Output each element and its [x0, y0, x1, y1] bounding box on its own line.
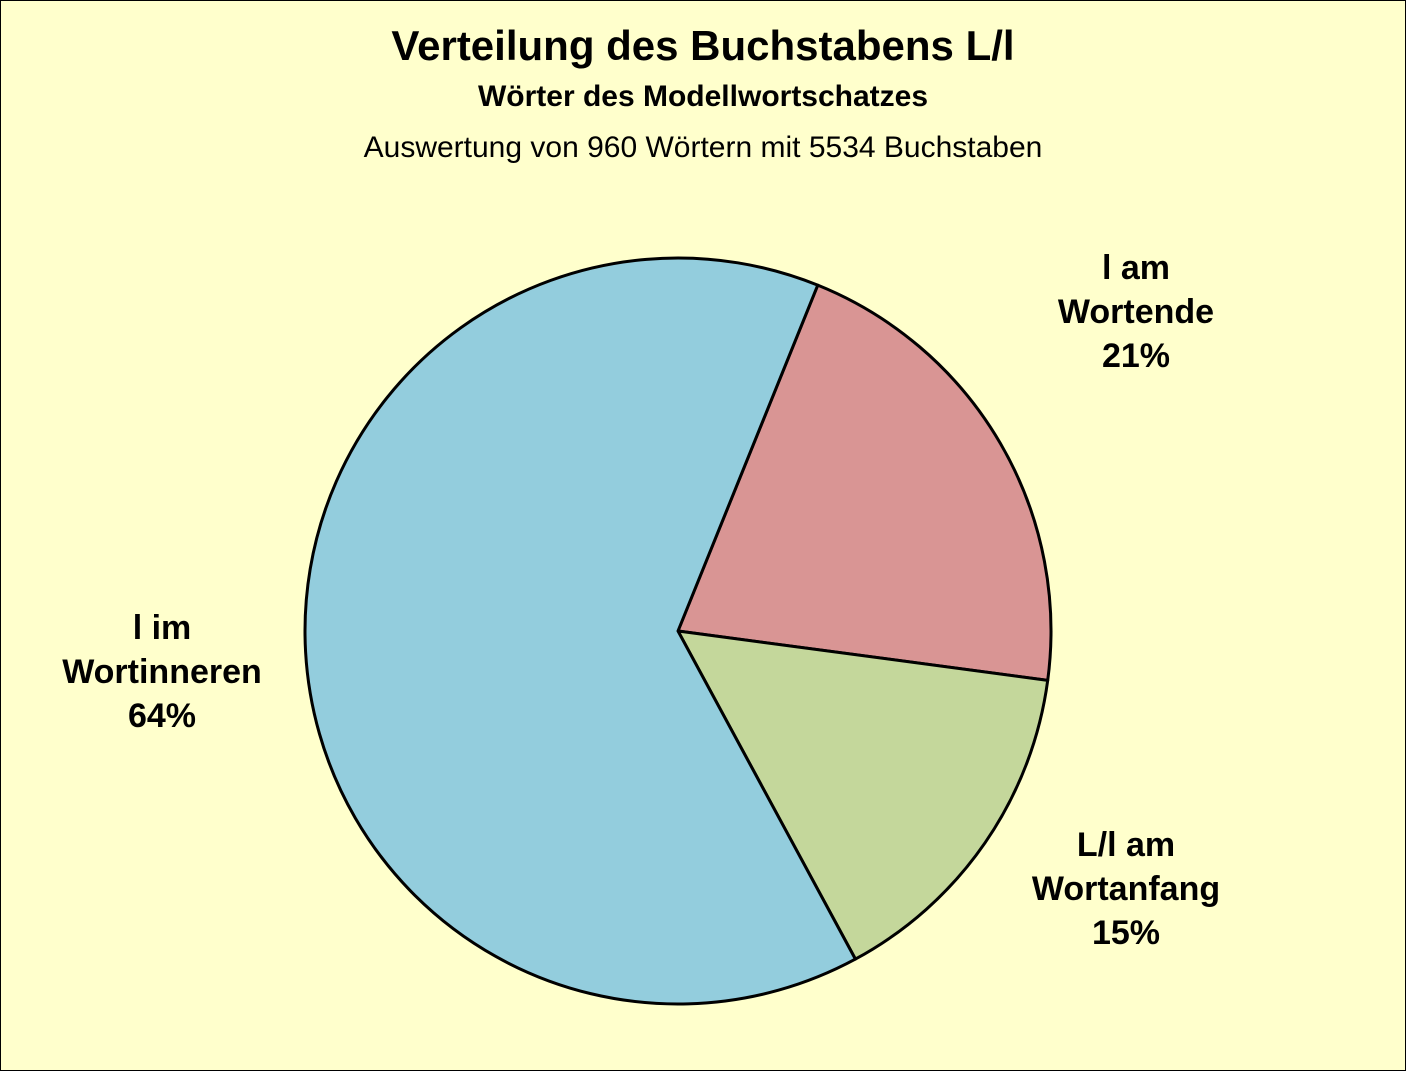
- slice-label-wortende: l am Wortende 21%: [1036, 246, 1236, 378]
- chart-note: Auswertung von 960 Wörtern mit 5534 Buch…: [363, 131, 1043, 164]
- slice-value-label: 21%: [1101, 337, 1171, 375]
- pie-slice-l-im-wortinneren: [303, 256, 857, 1006]
- slice-label-wortinneren: l im Wortinneren 64%: [32, 606, 292, 738]
- slice-value-label: 15%: [1091, 914, 1161, 952]
- slice-label-line2: Wortanfang: [1031, 870, 1221, 908]
- slice-value-label: 64%: [127, 697, 197, 735]
- slice-label-line1: l im: [132, 609, 192, 647]
- pie-slice-l-am-wortende: [676, 283, 1053, 682]
- pie-slices: [303, 256, 1053, 1006]
- slice-label-line2: Wortende: [1057, 293, 1215, 331]
- slice-label-line1: l am: [1101, 249, 1171, 287]
- slice-label-line2: Wortinneren: [62, 653, 262, 691]
- chart-title: Verteilung des Buchstabens L/l: [391, 22, 1015, 69]
- pie-slice-l-l-am-wortanfang: [676, 629, 1050, 961]
- slice-label-line1: L/l am: [1076, 826, 1176, 864]
- chart-subtitle: Wörter des Modellwortschatzes: [477, 80, 929, 113]
- slice-label-wortanfang: L/l am Wortanfang 15%: [1006, 823, 1246, 955]
